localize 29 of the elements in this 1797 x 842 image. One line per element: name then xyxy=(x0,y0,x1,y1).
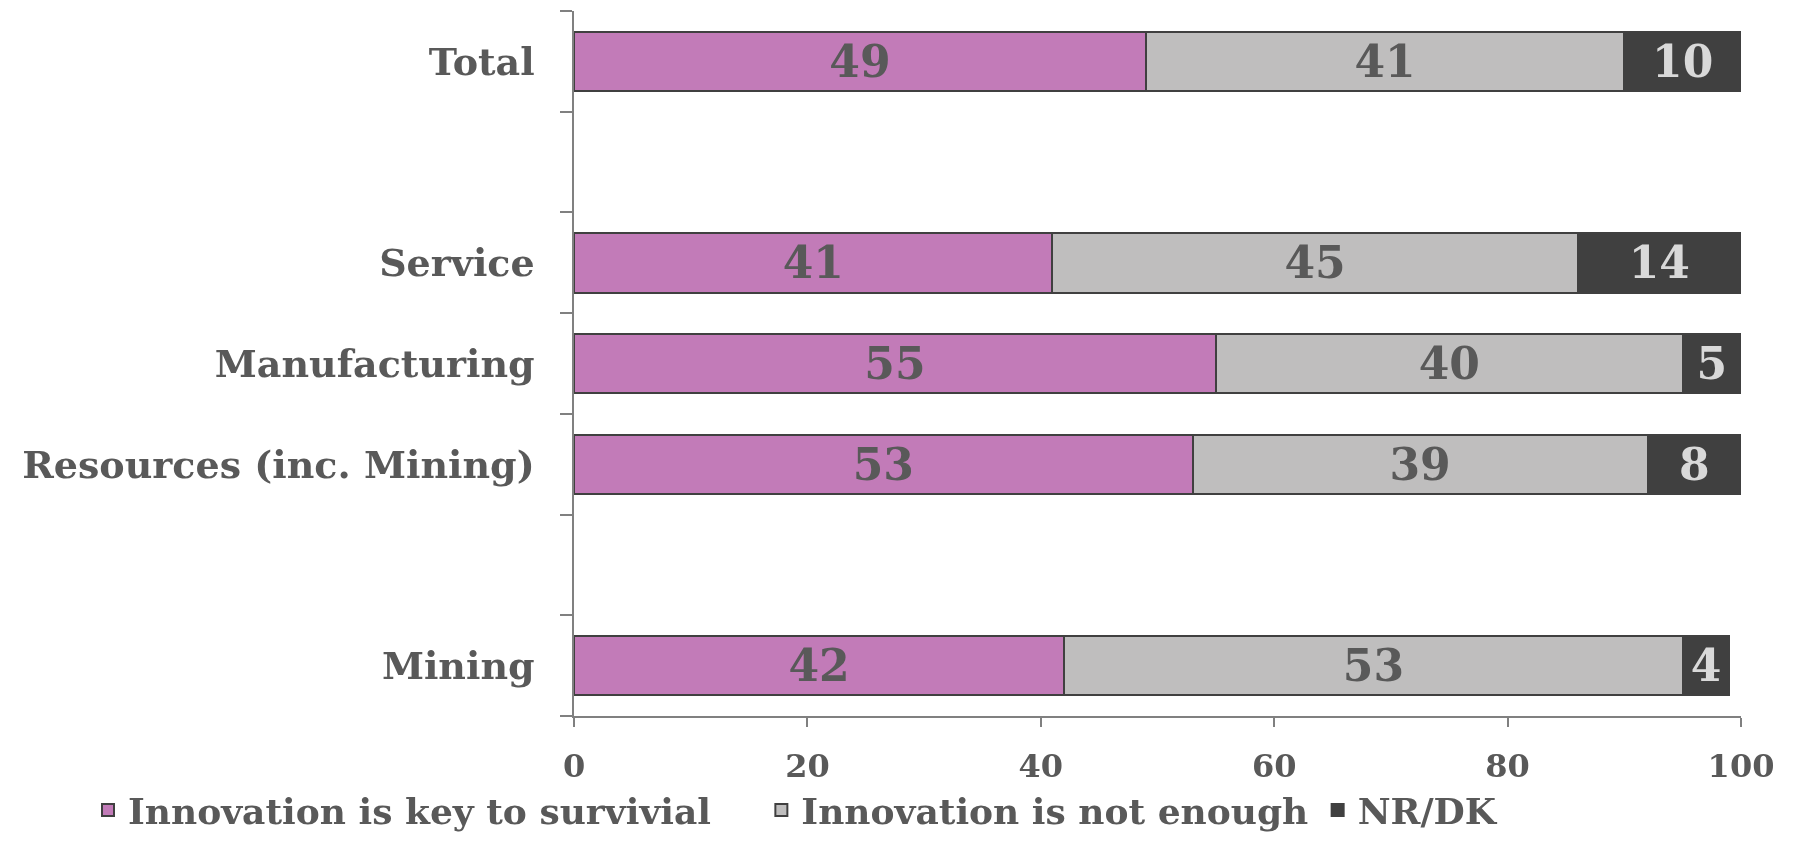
data-label: 41 xyxy=(1354,35,1416,87)
data-label: 49 xyxy=(829,35,891,87)
legend-label: Innovation is not enough xyxy=(801,789,1309,832)
y-tick-label: Mining xyxy=(381,642,535,688)
data-label: 39 xyxy=(1389,438,1451,490)
data-label: 53 xyxy=(852,438,914,490)
y-tick-label: Resources (inc. Mining) xyxy=(22,441,535,487)
y-tick-label: Manufacturing xyxy=(214,340,535,386)
data-label: 8 xyxy=(1679,438,1710,490)
x-tick-label: 20 xyxy=(785,747,830,786)
x-tick-label: 40 xyxy=(1018,747,1064,786)
data-label: 10 xyxy=(1652,35,1714,87)
data-label: 14 xyxy=(1628,237,1690,289)
data-label: 53 xyxy=(1342,640,1405,692)
y-tick-label: Total xyxy=(428,38,535,84)
data-label: 55 xyxy=(864,338,926,389)
x-tick-label: 100 xyxy=(1707,747,1775,786)
data-label: 40 xyxy=(1418,338,1480,389)
x-tick-label: 60 xyxy=(1251,747,1297,786)
x-tick-label: 80 xyxy=(1485,747,1530,786)
legend-label: Innovation is key to survivial xyxy=(128,789,712,832)
data-label: 42 xyxy=(788,640,850,692)
y-tick-label: Service xyxy=(379,240,535,286)
data-label: 5 xyxy=(1696,338,1728,389)
legend-label: NR/DK xyxy=(1357,789,1498,832)
data-label: 41 xyxy=(782,237,844,289)
x-tick-label: 0 xyxy=(562,747,586,786)
data-label: 45 xyxy=(1284,237,1346,289)
data-label: 4 xyxy=(1690,640,1722,692)
